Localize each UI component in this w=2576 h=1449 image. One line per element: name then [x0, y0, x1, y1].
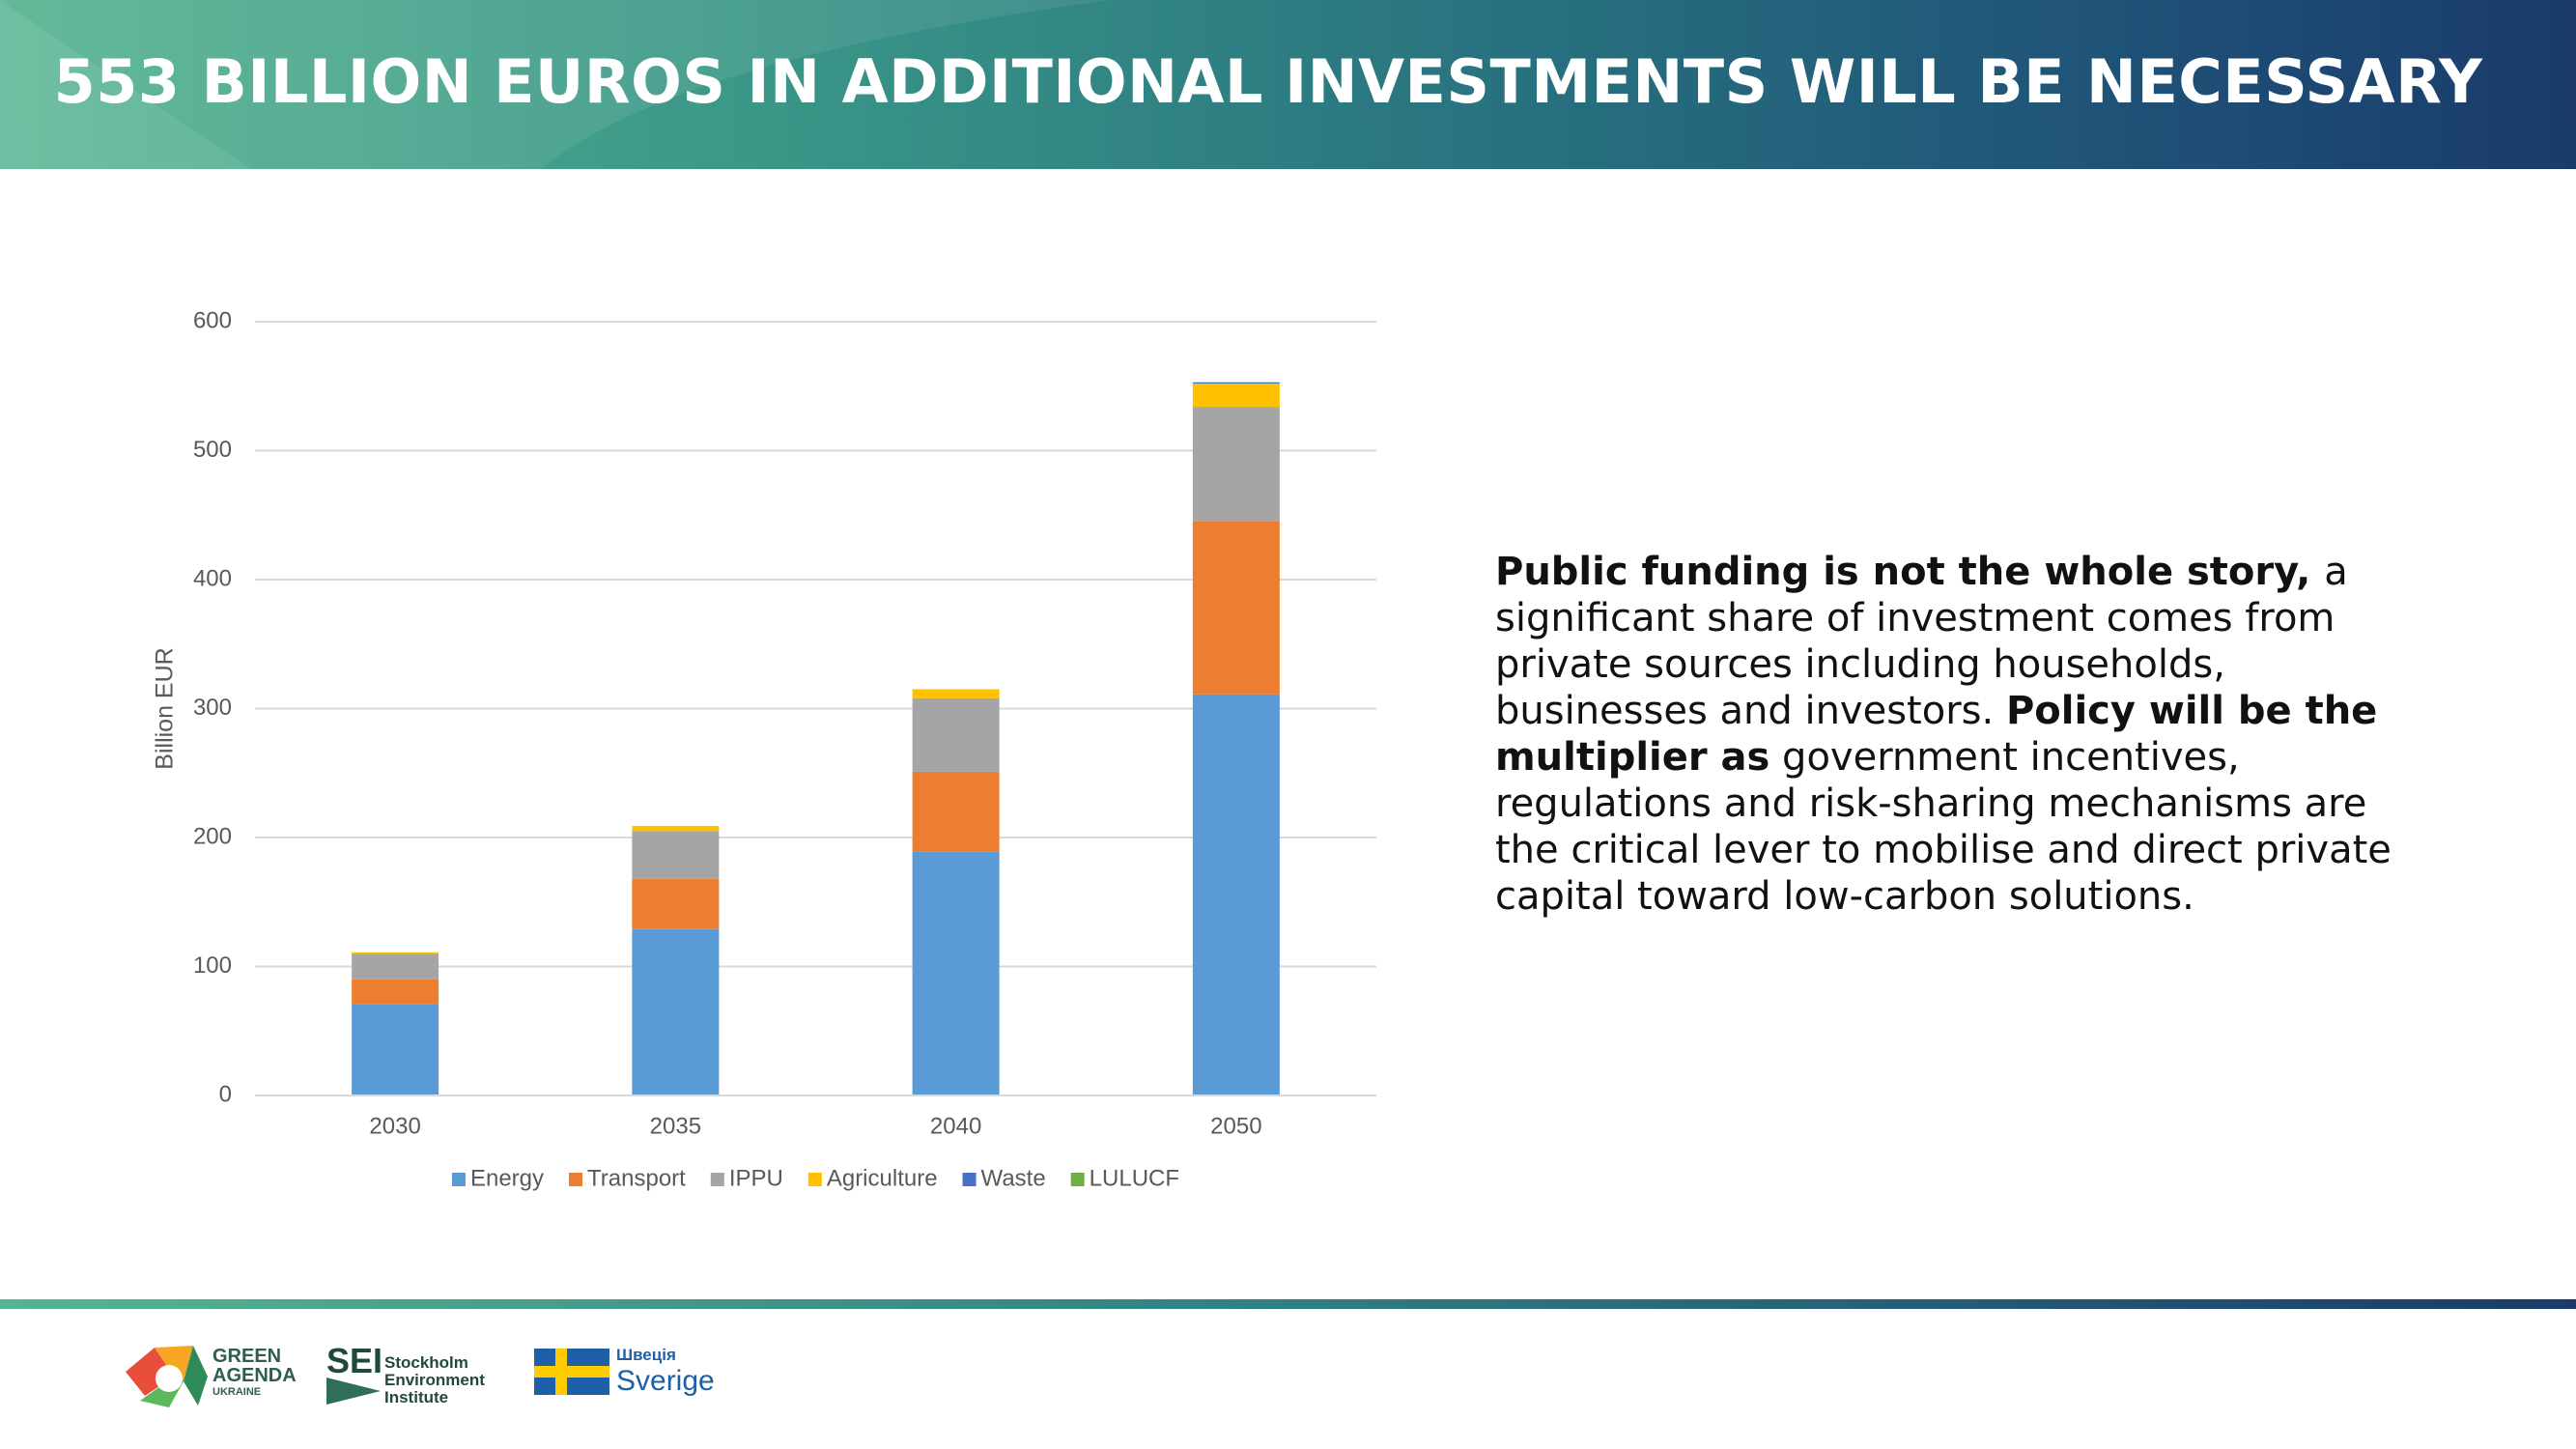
legend-swatch	[710, 1173, 724, 1186]
legend-label: LULUCF	[1090, 1165, 1179, 1191]
bar-segment	[632, 878, 720, 929]
logo-text: Швеція	[616, 1346, 676, 1364]
bar-segment	[912, 689, 1000, 698]
bar-segment	[912, 851, 1000, 1095]
y-tick-label: 0	[219, 1081, 232, 1107]
logo-text: Stockholm	[384, 1353, 468, 1372]
story-run: government incentives, regulations and r…	[1495, 735, 2392, 919]
bar-segment	[632, 831, 720, 879]
bar-segment	[1192, 407, 1280, 522]
bar-segment	[352, 953, 439, 980]
legend-label: Waste	[981, 1165, 1046, 1191]
y-axis-label: Billion EUR	[152, 647, 179, 769]
legend-label: Energy	[470, 1165, 544, 1191]
green-agenda-logo: GREEN AGENDA UKRAINE	[212, 1347, 297, 1399]
story-run: a significant share of investment comes …	[1495, 550, 2348, 733]
legend-label: Agriculture	[827, 1165, 938, 1191]
x-tick-label: 2040	[930, 1113, 981, 1139]
bar-segment	[352, 979, 439, 1005]
bar-segment	[1192, 521, 1280, 695]
x-tick-label: 2035	[650, 1113, 701, 1139]
bar-segment	[1192, 384, 1280, 408]
sei-name: Stockholm Environment Institute	[384, 1354, 485, 1406]
logo-text: Institute	[384, 1388, 449, 1406]
y-tick-label: 200	[193, 823, 232, 849]
logo-text: UKRAINE	[212, 1386, 262, 1398]
y-tick-label: 400	[193, 565, 232, 591]
y-tick-label: 300	[193, 695, 232, 721]
bar-segment	[912, 697, 1000, 772]
legend-swatch	[451, 1173, 466, 1186]
bar-segment	[1192, 694, 1280, 1095]
legend-swatch	[807, 1173, 822, 1186]
y-tick-label: 600	[193, 307, 232, 333]
logo-text: Environment	[384, 1371, 485, 1389]
footer-bar	[0, 1299, 2576, 1309]
logo-text: GREEN	[212, 1346, 282, 1367]
story-run: Public funding is not the whole story,	[1495, 550, 2325, 594]
green-agenda-icon	[126, 1346, 208, 1407]
legend-label: Transport	[587, 1165, 686, 1191]
legend-swatch	[962, 1173, 977, 1186]
bar-segment	[632, 928, 720, 1095]
swedish-flag	[534, 1349, 609, 1395]
story-text: Public funding is not the whole story, a…	[1495, 549, 2422, 920]
legend-swatch	[1070, 1173, 1085, 1186]
bar-segment	[912, 771, 1000, 852]
chart: 0 100 200 300 400 500 600 Billion EUR 2030 2035 20…	[152, 307, 1376, 1191]
logo-text: AGENDA	[212, 1365, 297, 1386]
x-tick-label: 2030	[369, 1113, 420, 1139]
sei-logo: SEI	[326, 1341, 383, 1380]
x-tick-label: 2050	[1210, 1113, 1261, 1139]
bar-segment	[632, 825, 720, 832]
slide-title: 553 BILLION EUROS IN ADDITIONAL INVESTME…	[53, 46, 2483, 117]
header-decoration	[0, 0, 1111, 169]
sweden-logo: Швеція Sverige	[616, 1345, 715, 1397]
logo-text: Sverige	[616, 1365, 715, 1397]
sei-shape	[326, 1378, 381, 1405]
bar-segment	[352, 1004, 439, 1095]
story-run: Policy will be the multiplier as	[1495, 689, 2378, 780]
y-tick-label: 500	[193, 437, 232, 463]
y-tick-label: 100	[193, 952, 232, 979]
header: 553 BILLION EUROS IN ADDITIONAL INVESTME…	[0, 0, 2576, 169]
bar-segment	[1192, 382, 1280, 384]
legend-label: IPPU	[729, 1165, 783, 1191]
bar-segment	[352, 952, 439, 954]
legend: Energy Transport IPPU Agriculture Waste LULUC…	[451, 1165, 1179, 1191]
legend-swatch	[569, 1173, 583, 1186]
